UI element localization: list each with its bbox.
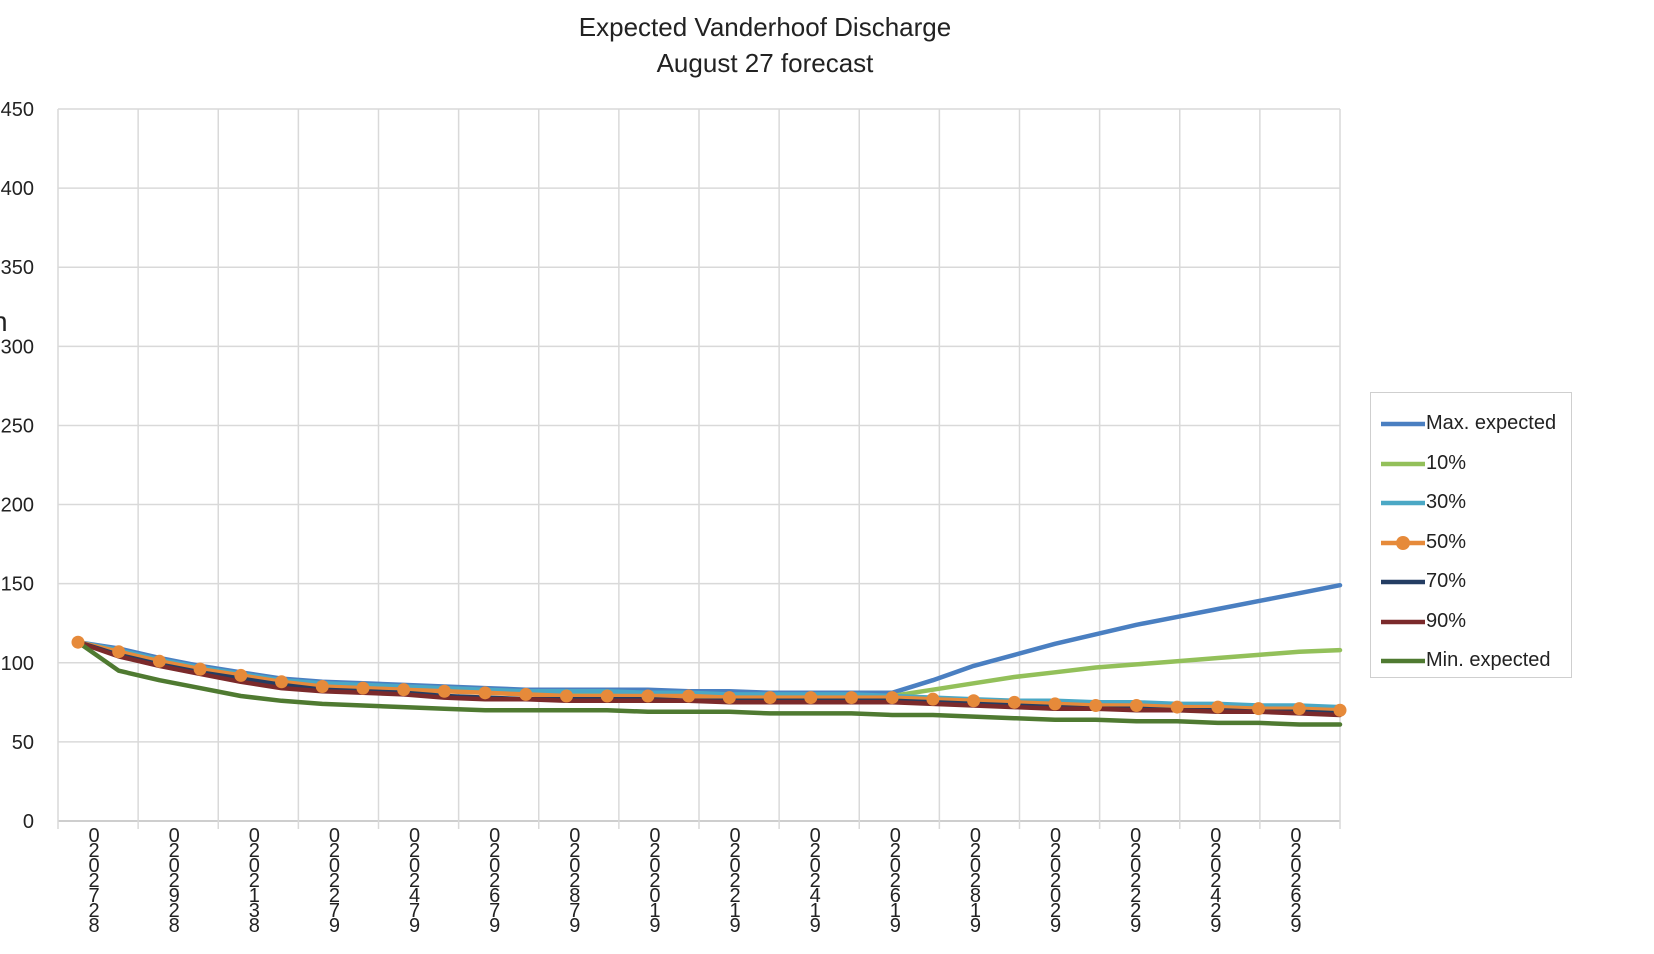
- y-tick-label: 50: [12, 732, 34, 754]
- series-marker-50: [397, 683, 411, 697]
- series-marker-50: [1170, 700, 1184, 714]
- legend-swatch: [1381, 461, 1425, 466]
- legend-swatch: [1381, 658, 1425, 664]
- y-tick-labels: 0 50 100 150 200 250 300 350 400 450: [1, 99, 34, 833]
- legend-label: 30%: [1426, 491, 1467, 513]
- y-tick-label: 150: [1, 574, 34, 596]
- legend-label: 10%: [1426, 451, 1467, 474]
- legend-label: Min. expected: [1426, 649, 1551, 671]
- series-line-90-: [75, 639, 1343, 718]
- y-tick-label: 350: [1, 257, 34, 279]
- series-marker-50: [804, 691, 818, 705]
- series-marker-50: [71, 635, 85, 649]
- series-marker-50: [967, 694, 981, 708]
- series-marker-50: [437, 684, 451, 698]
- series-marker-50: [1333, 703, 1347, 717]
- x-tick-labels: 0 2 0 2 7 2 8 0 2 0 2 9 2 8 0 2 0 2 1 3 8 0 2 0 2 2 7 9 0 2 0 2 4 7 9 0 2 0 2 6…: [88, 825, 1301, 937]
- chart-subtitle: August 27 forecast: [656, 48, 874, 78]
- series-marker-50: [234, 668, 248, 682]
- legend-item: Min. expected: [1371, 646, 1571, 676]
- series-marker-50: [1252, 702, 1266, 716]
- y-tick-label: 250: [1, 415, 34, 437]
- y-tick-label: 100: [1, 653, 34, 675]
- legend-item: Max. expected: [1371, 409, 1571, 439]
- series-marker-50: [885, 691, 899, 705]
- legend-swatch: [1381, 421, 1425, 427]
- series-marker-50: [152, 654, 166, 668]
- series-marker-50: [275, 675, 289, 689]
- y-tick-label: 300: [1, 336, 34, 358]
- series-marker-50: [722, 691, 736, 705]
- legend-swatch: [1381, 535, 1425, 550]
- legend-item: 90%: [1371, 607, 1571, 637]
- series-line-50-: [75, 639, 1343, 713]
- series-marker-50: [315, 680, 329, 694]
- series-markers: [71, 635, 1347, 717]
- y-tick-label: 200: [1, 495, 34, 517]
- series-lines: [75, 582, 1343, 727]
- chart-title: Expected Vanderhoof Discharge: [578, 12, 952, 42]
- series-marker-50: [600, 689, 614, 703]
- legend-swatch: [1381, 500, 1425, 506]
- series-marker-50: [844, 691, 858, 705]
- series-marker-50: [560, 689, 574, 703]
- series-marker-50: [193, 662, 207, 676]
- series-marker-50: [682, 689, 696, 703]
- legend-label: Max. expected: [1426, 412, 1557, 434]
- y-tick-label: 450: [1, 99, 34, 121]
- legend-swatch: [1381, 619, 1425, 624]
- y-tick-label: 400: [1, 178, 34, 200]
- legend-item: 70%: [1371, 567, 1571, 597]
- y-axis-label-fragment: n: [0, 306, 8, 338]
- series-marker-50: [519, 687, 533, 701]
- series-line-min-expected: [75, 639, 1343, 727]
- series-marker-50: [926, 692, 940, 706]
- legend: Max. expected 10% 30% 50% 70% 90% Min. expecte…: [1370, 392, 1572, 678]
- legend-label: 90%: [1426, 609, 1467, 632]
- series-marker-50: [112, 645, 126, 659]
- series-marker-50: [1211, 700, 1225, 714]
- series-marker-50: [478, 686, 492, 700]
- series-marker-50: [1007, 695, 1021, 709]
- series-marker-50: [1089, 698, 1103, 712]
- series-marker-50: [641, 689, 655, 703]
- legend-item: 50%: [1371, 528, 1571, 558]
- y-tick-label: 0: [23, 811, 34, 833]
- series-marker-50: [1129, 698, 1143, 712]
- legend-label: 50%: [1426, 530, 1467, 553]
- legend-item: 10%: [1371, 449, 1571, 479]
- series-marker-50: [1048, 697, 1062, 711]
- series-marker-50: [763, 691, 777, 705]
- legend-swatch: [1381, 579, 1425, 585]
- series-marker-50: [1292, 702, 1306, 716]
- series-marker-50: [356, 681, 370, 695]
- legend-item: 30%: [1371, 488, 1571, 518]
- legend-label: 70%: [1426, 570, 1467, 592]
